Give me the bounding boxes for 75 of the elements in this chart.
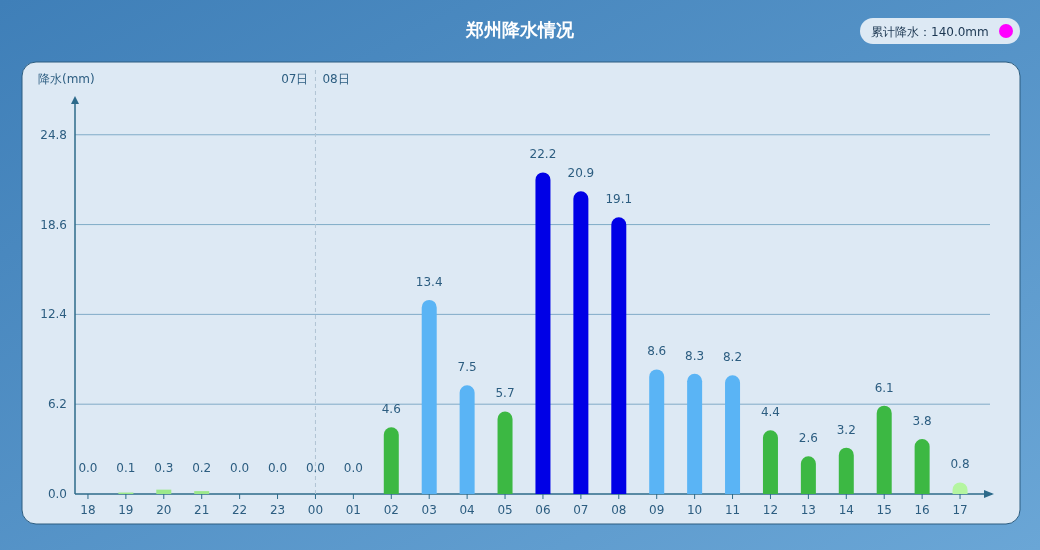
y-tick-label: 6.2 bbox=[47, 397, 67, 412]
x-tick-label: 16 bbox=[914, 503, 930, 517]
x-tick-label: 19 bbox=[118, 503, 134, 517]
bar bbox=[535, 172, 551, 494]
ref-line-label: 08日 bbox=[322, 72, 350, 86]
data-label: 0.8 bbox=[950, 457, 970, 472]
x-tick-label: 17 bbox=[952, 503, 968, 517]
x-tick-label: 15 bbox=[876, 503, 892, 517]
bar bbox=[725, 375, 741, 494]
data-label: 8.3 bbox=[685, 348, 705, 363]
data-label: 20.9 bbox=[567, 166, 595, 181]
y-tick-label: 24.8 bbox=[40, 127, 67, 142]
data-label: 0.1 bbox=[116, 461, 136, 475]
x-tick-label: 06 bbox=[535, 503, 551, 517]
x-tick-label: 23 bbox=[269, 503, 286, 517]
x-tick-label: 21 bbox=[194, 503, 210, 517]
x-tick-label: 07 bbox=[573, 503, 589, 517]
data-label: 8.2 bbox=[722, 350, 743, 365]
bar bbox=[573, 191, 589, 494]
data-label: 6.1 bbox=[874, 380, 894, 395]
bar bbox=[914, 438, 930, 494]
y-tick-label: 0.0 bbox=[47, 487, 67, 501]
data-label: 3.2 bbox=[836, 422, 856, 437]
bar bbox=[611, 217, 627, 494]
bar bbox=[687, 373, 703, 494]
x-tick-label: 20 bbox=[156, 503, 172, 517]
bar bbox=[762, 430, 778, 494]
data-label: 0.0 bbox=[230, 461, 250, 475]
data-label: 7.5 bbox=[457, 360, 477, 375]
data-label: 0.0 bbox=[267, 461, 288, 475]
bar bbox=[649, 369, 665, 494]
data-label: 0.3 bbox=[154, 461, 174, 475]
x-tick-label: 12 bbox=[762, 503, 779, 517]
x-tick-label: 04 bbox=[459, 503, 475, 517]
bar bbox=[194, 491, 210, 494]
annotation: 07日 bbox=[281, 72, 309, 86]
bar bbox=[800, 456, 816, 494]
y-tick-label: 12.4 bbox=[40, 307, 67, 322]
chart-title: 郑州降水情况 bbox=[465, 19, 575, 40]
x-tick-label: 11 bbox=[724, 503, 741, 517]
data-label: 4.6 bbox=[381, 402, 401, 417]
data-label: 0.2 bbox=[192, 461, 212, 475]
x-tick-label: 03 bbox=[421, 503, 437, 517]
data-label: 0.0 bbox=[78, 461, 98, 475]
data-label: 5.7 bbox=[495, 386, 515, 401]
data-label: 13.4 bbox=[415, 274, 443, 289]
bar bbox=[838, 447, 854, 494]
x-tick-label: 14 bbox=[838, 503, 854, 517]
bar bbox=[156, 489, 172, 494]
text: 累计降水：140.0mm bbox=[871, 25, 989, 39]
data-label: 22.2 bbox=[529, 147, 557, 162]
x-tick-label: 00 bbox=[307, 503, 324, 517]
x-tick-label: 05 bbox=[497, 503, 513, 517]
bar bbox=[459, 385, 475, 494]
y-tick-label: 18.6 bbox=[40, 217, 67, 232]
bar bbox=[421, 299, 437, 494]
y-axis-title: 降水(mm) bbox=[38, 72, 95, 86]
bar bbox=[497, 411, 513, 494]
x-tick-label: 18 bbox=[80, 503, 96, 517]
x-tick-label: 22 bbox=[231, 503, 248, 517]
data-label: 2.6 bbox=[798, 431, 818, 446]
data-label: 0.0 bbox=[305, 461, 326, 475]
bar bbox=[876, 405, 892, 494]
bar bbox=[383, 427, 399, 494]
x-tick-label: 01 bbox=[345, 503, 362, 517]
data-label: 0.0 bbox=[343, 461, 363, 475]
data-label: 19.1 bbox=[605, 192, 633, 207]
x-tick-label: 10 bbox=[686, 503, 703, 517]
data-label: 8.6 bbox=[647, 344, 667, 359]
x-tick-label: 13 bbox=[800, 503, 817, 517]
data-label: 3.8 bbox=[912, 413, 932, 428]
x-tick-label: 02 bbox=[383, 503, 399, 517]
data-label: 4.4 bbox=[760, 405, 781, 420]
x-tick-label: 09 bbox=[649, 503, 665, 517]
x-tick-label: 08 bbox=[611, 503, 627, 517]
